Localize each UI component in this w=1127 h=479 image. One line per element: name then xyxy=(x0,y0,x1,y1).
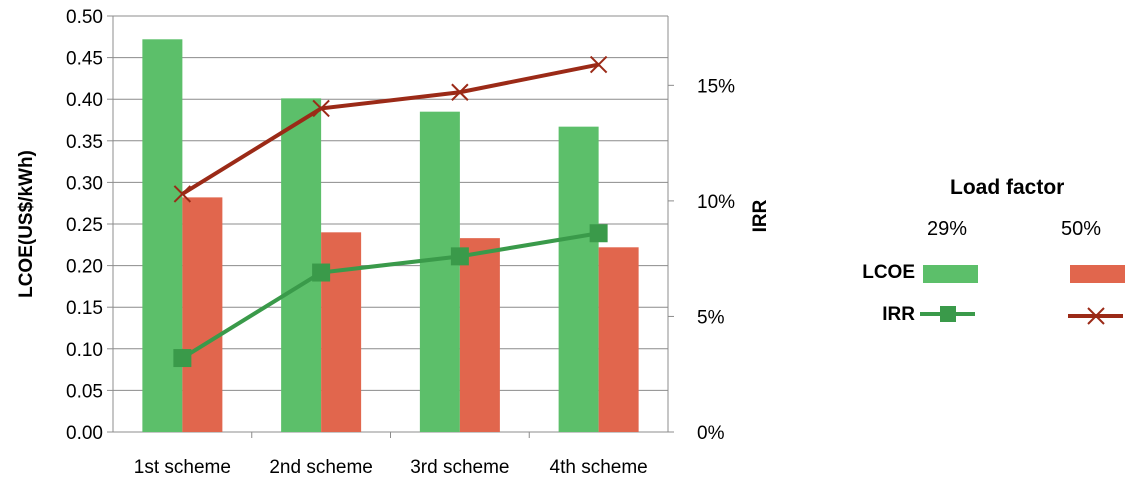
y2-tick-label-2: 10% xyxy=(697,192,735,213)
y2-tick-label-1: 5% xyxy=(697,307,725,328)
legend-column-29: 29% xyxy=(927,218,968,240)
legend-title: Load factor xyxy=(950,176,1065,199)
line-irr-29 xyxy=(181,231,599,360)
marker-irr-29-1 xyxy=(312,263,331,282)
marker-irr-50-3 xyxy=(589,55,608,74)
y-tick-label-7: 0.35 xyxy=(66,132,103,153)
x-tick-label-3: 4th scheme xyxy=(550,457,648,478)
y-tick-label-6: 0.30 xyxy=(66,173,103,194)
marker-irr-50-0 xyxy=(173,185,192,203)
marker-irr-29-2 xyxy=(450,247,469,266)
y-tick-label-10: 0.50 xyxy=(66,7,103,28)
bar-lcoe-50-0 xyxy=(182,197,223,432)
y-tick-label-5: 0.25 xyxy=(66,215,103,236)
legend-row-lcoe: LCOE xyxy=(862,262,915,283)
y-tick-label-3: 0.15 xyxy=(66,298,103,319)
bar-lcoe-50-3 xyxy=(598,247,639,432)
y-tick-label-0: 0.00 xyxy=(66,423,103,444)
y-tick-label-2: 0.10 xyxy=(66,340,103,361)
y-axis-title: LCOE(US$/kWh) xyxy=(16,150,37,298)
legend-swatch-irr-29-marker xyxy=(940,306,956,322)
marker-irr-50-2 xyxy=(451,83,469,101)
x-tick-label-2: 3rd scheme xyxy=(410,457,509,478)
line-irr-50 xyxy=(181,62,600,196)
y2-tick-label-0: 0% xyxy=(697,423,725,444)
legend-column-50: 50% xyxy=(1061,218,1102,240)
bar-lcoe-50-2 xyxy=(459,238,500,432)
legend-swatch-lcoe-29 xyxy=(923,265,978,283)
y2-tick-label-3: 15% xyxy=(697,76,735,97)
legend-swatches xyxy=(920,265,1125,325)
marker-irr-29-0 xyxy=(173,349,192,368)
y-tick-label-1: 0.05 xyxy=(66,381,103,402)
y-tick-label-4: 0.20 xyxy=(66,257,103,278)
bar-lcoe-29-0 xyxy=(142,39,183,433)
legend-swatch-irr-50-marker xyxy=(1087,307,1105,325)
marker-irr-29-3 xyxy=(589,224,608,243)
marker-irr-50-1 xyxy=(312,99,330,118)
bar-lcoe-29-3 xyxy=(558,126,599,432)
legend-row-irr: IRR xyxy=(882,304,915,325)
y-tick-label-8: 0.40 xyxy=(66,90,103,111)
x-tick-label-1: 2nd scheme xyxy=(269,457,373,478)
y-tick-label-9: 0.45 xyxy=(66,49,103,70)
bar-lcoe-29-2 xyxy=(419,111,460,433)
legend-swatch-lcoe-50 xyxy=(1070,265,1125,283)
bar-lcoe-50-1 xyxy=(321,232,362,432)
x-tick-label-0: 1st scheme xyxy=(134,457,231,478)
legend: Load factor 29% 50% LCOE IRR xyxy=(790,170,1127,340)
y2-axis-title: IRR xyxy=(750,199,771,232)
